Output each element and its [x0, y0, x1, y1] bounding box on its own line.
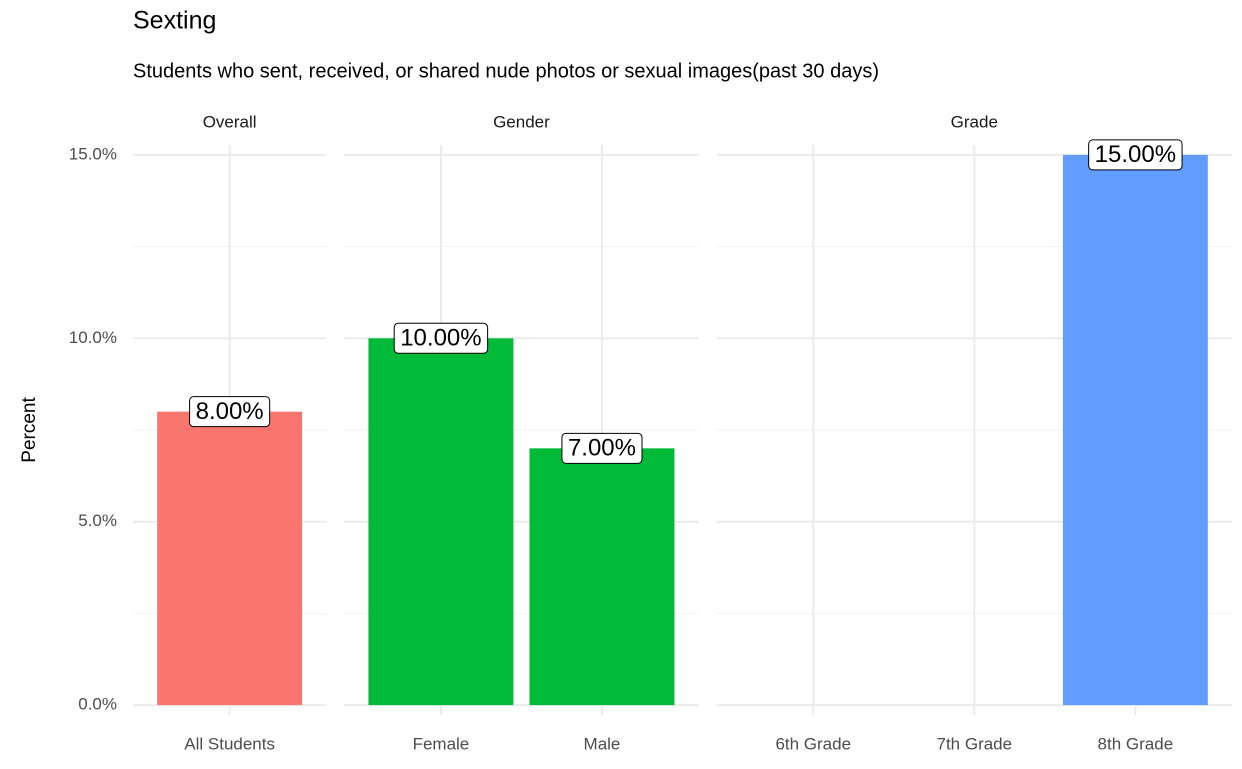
- bar: [529, 448, 675, 706]
- bar: [157, 411, 303, 706]
- y-tick-label: 15.0%: [69, 144, 117, 163]
- value-label: 7.00%: [568, 435, 636, 462]
- y-tick-label: 10.0%: [69, 328, 117, 347]
- x-tick-label: All Students: [184, 734, 275, 753]
- value-label-box: [1088, 139, 1183, 171]
- value-label: 10.00%: [400, 325, 481, 352]
- value-label: 8.00%: [196, 398, 264, 425]
- bar: [1062, 154, 1208, 706]
- facet-label: Overall: [203, 112, 257, 131]
- y-tick-label: 0.0%: [78, 695, 117, 714]
- x-tick-label: 8th Grade: [1098, 734, 1174, 753]
- value-label: 15.00%: [1095, 141, 1176, 168]
- bar: [368, 338, 514, 706]
- y-tick-label: 5.0%: [78, 511, 117, 530]
- facet-label: Gender: [493, 112, 550, 131]
- x-tick-label: 7th Grade: [936, 734, 1012, 753]
- x-tick-label: 6th Grade: [775, 734, 851, 753]
- x-tick-label: Female: [413, 734, 470, 753]
- value-label-box: [561, 432, 643, 464]
- x-tick-label: Male: [584, 734, 621, 753]
- chart-subtitle: Students who sent, received, or shared n…: [133, 60, 879, 82]
- y-axis-label: Percent: [19, 397, 40, 463]
- chart-title: Sexting: [133, 7, 216, 35]
- facet-label: Grade: [951, 112, 998, 131]
- value-label-box: [393, 322, 489, 354]
- value-label-box: [189, 396, 271, 428]
